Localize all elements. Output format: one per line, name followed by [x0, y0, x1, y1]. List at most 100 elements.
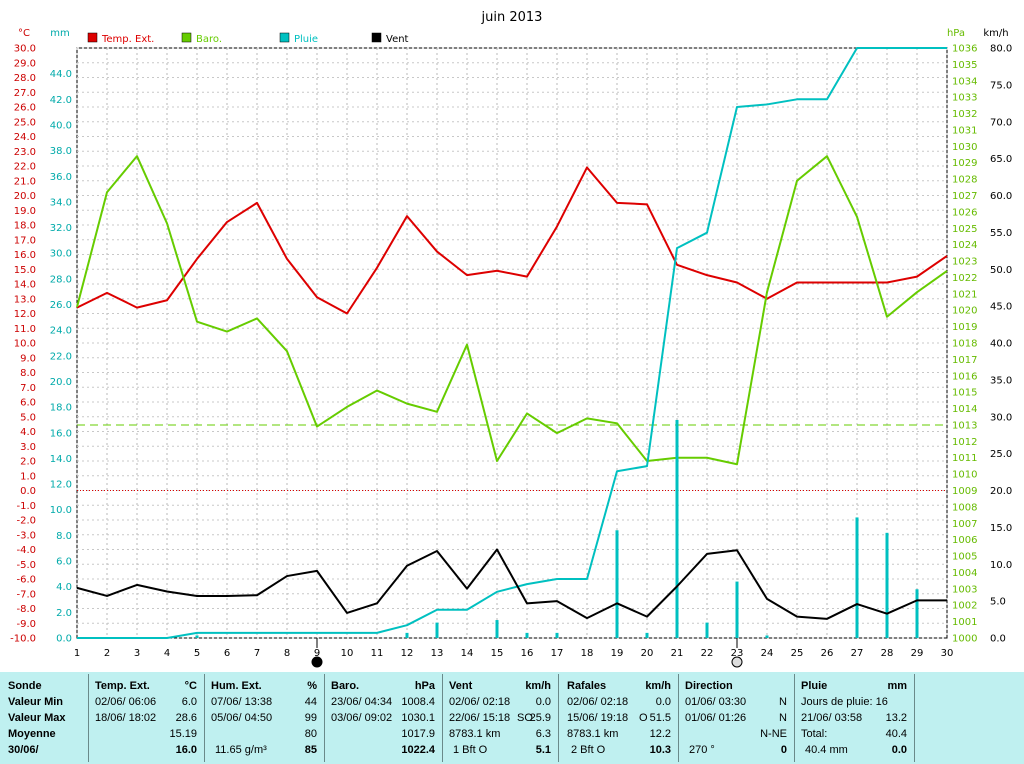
- wind-tick-label: 40.0: [990, 339, 1012, 350]
- rain-bar: [435, 622, 439, 638]
- sonde-header: Sonde: [8, 680, 42, 692]
- baro-tick-label: 1031: [952, 125, 977, 136]
- wind-avg-value: 6.3: [535, 728, 551, 740]
- baro-tick-label: 1003: [952, 584, 977, 595]
- rain-bar: [645, 632, 649, 638]
- baro-tick-label: 1006: [952, 535, 977, 546]
- gust-max-value: 51.5: [649, 712, 671, 724]
- rain-tick-label: 26.0: [50, 300, 72, 311]
- x-tick-label: 12: [401, 648, 414, 659]
- x-tick-label: 13: [431, 648, 444, 659]
- x-tick-label: 29: [911, 648, 924, 659]
- rain-tick-label: 20.0: [50, 377, 72, 388]
- rain-bar: [765, 635, 769, 638]
- baro-tick-label: 1004: [952, 568, 977, 579]
- rain-bar: [915, 589, 919, 638]
- x-tick-label: 6: [224, 648, 230, 659]
- wind-min-date: 02/06/ 02:18: [449, 696, 511, 708]
- baro-tick-label: 1016: [952, 371, 977, 382]
- baro-tick-label: 1020: [952, 306, 977, 317]
- rain-total-value: 40.4: [885, 728, 907, 740]
- rain-bar: [525, 632, 529, 638]
- baro-tick-label: 1001: [952, 617, 977, 628]
- hum-min-date: 07/06/ 13:38: [211, 696, 273, 708]
- wind-axis-unit: km/h: [983, 28, 1008, 39]
- temp-tick-label: 2.0: [20, 457, 36, 468]
- baro-tick-label: 1017: [952, 355, 977, 366]
- temp-tick-label: -6.0: [16, 575, 36, 586]
- x-tick-label: 15: [491, 648, 504, 659]
- temp-unit: °C: [184, 680, 197, 692]
- rain-total-label: Total:: [801, 728, 828, 740]
- temp-tick-label: 30.0: [14, 44, 36, 55]
- x-tick-label: 24: [761, 648, 774, 659]
- temp-tick-label: -5.0: [16, 560, 36, 571]
- temp-tick-label: 9.0: [20, 353, 36, 364]
- temp-tick-label: 11.0: [14, 324, 36, 335]
- wind-tick-label: 35.0: [990, 375, 1012, 386]
- temp-tick-label: 26.0: [14, 103, 36, 114]
- temp-tick-label: 25.0: [14, 117, 36, 128]
- x-tick-label: 25: [791, 648, 804, 659]
- chart-legend: Temp. Ext. Baro. Pluie Vent: [87, 32, 409, 45]
- rain-bar: [885, 532, 889, 638]
- baro-tick-label: 1024: [952, 240, 977, 251]
- baro-max-date: 03/06/ 09:02: [331, 712, 393, 724]
- baro-tick-label: 1028: [952, 175, 977, 186]
- stats-panel: Sonde Valeur Min Valeur Max Moyenne 30/0…: [0, 672, 1024, 764]
- wind-max-value: 25.9: [529, 712, 551, 724]
- baro-tick-label: 1030: [952, 142, 977, 153]
- temp-tick-label: -7.0: [16, 589, 36, 600]
- temp-tick-label: -10.0: [10, 634, 36, 645]
- legend-label: Vent: [386, 34, 409, 45]
- wind-tick-label: 10.0: [990, 560, 1012, 571]
- baro-avg-value: 1017.9: [401, 728, 435, 740]
- temp-max-date: 18/06/ 18:02: [95, 712, 157, 724]
- temp-tick-label: 10.0: [14, 339, 36, 350]
- hum-abs-humidity: 11.65 g/m³: [215, 744, 267, 756]
- x-tick-label: 9: [314, 648, 320, 659]
- rain-tick-label: 12.0: [50, 480, 72, 491]
- wind-tick-label: 45.0: [990, 302, 1012, 313]
- rain-tick-label: 36.0: [50, 172, 72, 183]
- wind-tick-label: 60.0: [990, 191, 1012, 202]
- hum-max-date: 05/06/ 04:50: [211, 712, 273, 724]
- chart-series: [76, 47, 948, 668]
- temp-avg-value: 15.19: [169, 728, 197, 740]
- rain-tick-label: 8.0: [56, 531, 72, 542]
- rain-bar: [705, 622, 709, 638]
- x-tick-label: 19: [611, 648, 624, 659]
- baro-tick-label: 1023: [952, 257, 977, 268]
- col-gusts: Rafales km/h 02/06/ 02:18 0.0 15/06/ 19:18…: [559, 672, 677, 764]
- rain-bar: [555, 632, 559, 638]
- baro-current-value: 1022.4: [401, 744, 435, 756]
- baro-tick-label: 1034: [952, 76, 977, 87]
- rain-bar: [615, 530, 619, 638]
- rain-tick-label: 24.0: [50, 326, 72, 337]
- rain-tick-label: 32.0: [50, 223, 72, 234]
- dir-max-value: N: [779, 712, 787, 724]
- baro-tick-label: 1007: [952, 519, 977, 530]
- x-tick-label: 26: [821, 648, 834, 659]
- wind-tick-label: 70.0: [990, 117, 1012, 128]
- new-moon-icon: [311, 656, 323, 668]
- rain-current-value: 0.0: [891, 744, 907, 756]
- baro-tick-label: 1026: [952, 207, 977, 218]
- x-tick-label: 7: [254, 648, 260, 659]
- baro-tick-label: 1002: [952, 601, 977, 612]
- temp-tick-label: 16.0: [14, 250, 36, 261]
- hum-min-value: 44: [304, 696, 317, 708]
- baro-tick-label: 1005: [952, 552, 977, 563]
- x-tick-label: 2: [104, 648, 110, 659]
- temp-tick-label: 0.0: [20, 486, 36, 497]
- wind-tick-label: 65.0: [990, 154, 1012, 165]
- temp-tick-label: 21.0: [14, 176, 36, 187]
- rain-axis-unit: mm: [50, 28, 69, 39]
- rain-bar: [675, 419, 679, 638]
- rain-tick-label: 42.0: [50, 95, 72, 106]
- wind-tick-label: 75.0: [990, 80, 1012, 91]
- wind-header: Vent: [449, 680, 473, 692]
- col-wind: Vent km/h 02/06/ 02:18 0.0 22/06/ 15:18 SO 2…: [443, 672, 557, 764]
- x-tick-label: 23: [731, 648, 744, 659]
- col-humidity: Hum. Ext.% 07/06/ 13:38 44 05/06/ 04:50 99…: [205, 672, 323, 764]
